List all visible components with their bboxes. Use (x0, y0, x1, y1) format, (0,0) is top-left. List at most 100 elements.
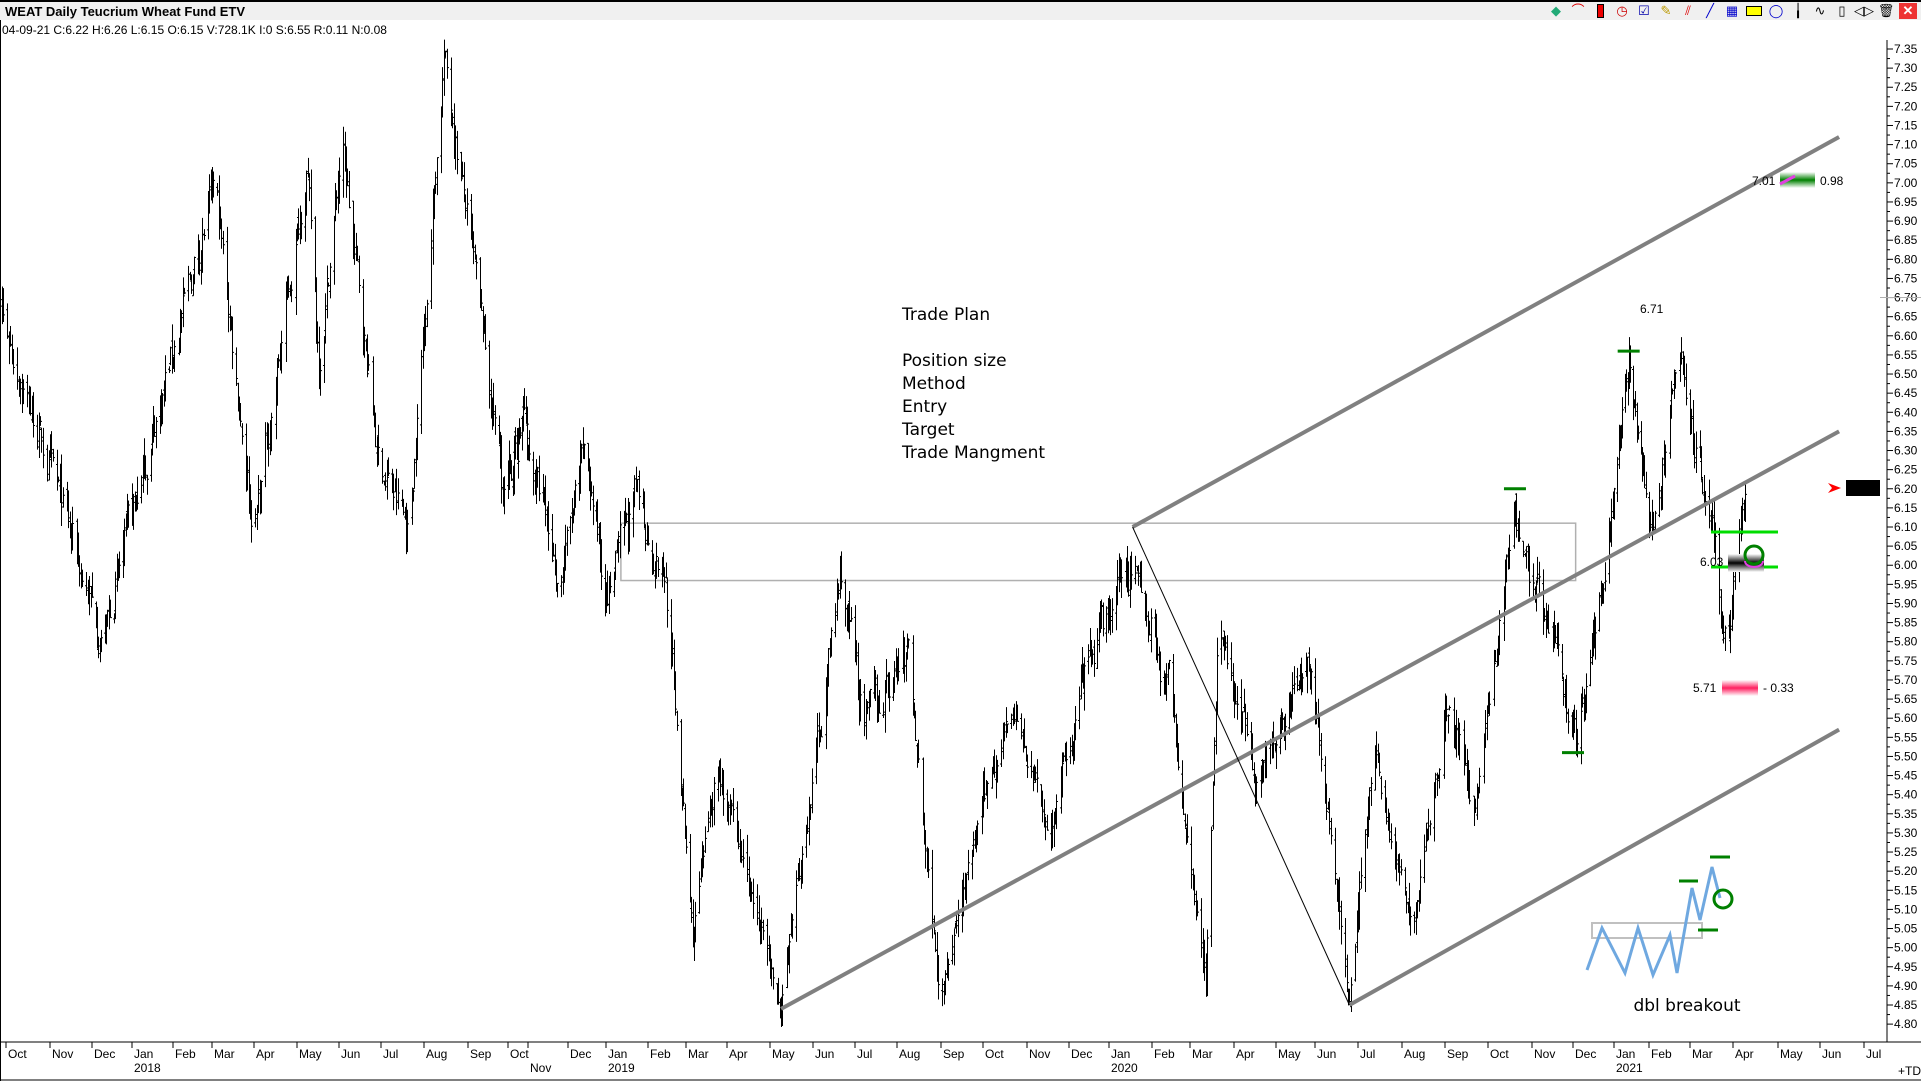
ohlc-bar (965, 873, 968, 904)
ohlc-bar (222, 230, 225, 255)
clock-icon[interactable]: ◷ (1616, 3, 1628, 18)
ohlc-bar (1370, 777, 1373, 807)
ohlc-bar (830, 627, 833, 657)
close-icon[interactable]: ✕ (1899, 3, 1917, 19)
ohlc-bar (1585, 673, 1588, 714)
ohlc-bar (1673, 369, 1676, 399)
split-icon[interactable]: ◁▷ (1854, 3, 1874, 18)
rectangle-icon[interactable] (1745, 3, 1763, 19)
ohlc-bar (1078, 686, 1081, 730)
ohlc-bar (1416, 899, 1419, 919)
ohlc-bar (1478, 767, 1481, 794)
time-tick-label: Jul (1866, 1047, 1881, 1061)
ohlc-bar (78, 555, 81, 587)
target-zone[interactable] (1780, 172, 1815, 188)
year-label: 2020 (1111, 1061, 1138, 1075)
price-tick-label: 5.40 (1894, 788, 1918, 802)
ohlc-bar (866, 700, 869, 715)
drawing-toolbar: ◆ ⌒ ◷ ☑ ✎ ⫽ ╱ ▦ ◯ ╽ ∿ ▯ ◁▷ 🗑 ✕ (1547, 3, 1917, 19)
ohlc-bar (363, 326, 366, 358)
trendline-icon[interactable]: ╱ (1706, 3, 1714, 18)
trendlines[interactable] (780, 135, 1841, 1011)
ohlc-bars (0, 39, 1747, 1027)
ohlc-bar (1598, 592, 1601, 632)
ohlc-bar (752, 878, 755, 919)
ohlc-bar (1654, 510, 1657, 531)
ohlc-bar (1213, 737, 1216, 786)
time-tick-label: Oct (510, 1047, 529, 1061)
grid-icon[interactable]: ▦ (1725, 3, 1739, 18)
fan-icon[interactable]: ◯ (1768, 3, 1784, 18)
ohlc-bar (475, 254, 478, 280)
ohlc-bar (1173, 693, 1176, 723)
ohlc-bar (106, 609, 109, 627)
ohlc-bar (384, 472, 387, 491)
ohlc-bar (569, 515, 572, 545)
ohlc-bar (484, 314, 487, 350)
ohlc-bar (367, 354, 370, 371)
time-tick-label: Nov (52, 1047, 73, 1061)
trendline-channel-lower[interactable] (1348, 727, 1841, 1007)
ohlc-bar (16, 347, 19, 390)
ohlc-bar (993, 749, 996, 778)
ohlc-bar (1182, 788, 1185, 815)
trendline-channel-middle[interactable] (780, 429, 1841, 1011)
ohlc-bar (1293, 666, 1296, 695)
ohlc-bar (450, 57, 453, 127)
ohlc-bar (386, 459, 389, 500)
ohlc-bar (1405, 890, 1408, 914)
ohlc-bar (1395, 841, 1398, 882)
ohlc-bar (1281, 712, 1284, 730)
ohlc-bar (1020, 713, 1023, 740)
ohlc-bar (1026, 754, 1029, 778)
ohlc-bar (42, 427, 45, 469)
pencil-icon[interactable]: ✎ (1660, 3, 1672, 18)
stop-loss-label: - 0.33 (1763, 681, 1794, 695)
ohlc-bar (1658, 483, 1661, 518)
ohlc-bar (1388, 812, 1391, 843)
parallel-lines-icon[interactable]: ⫽ (1685, 3, 1691, 18)
ohlc-bar (766, 918, 769, 966)
ohlc-bar (416, 404, 419, 461)
ohlc-bar (46, 444, 49, 482)
price-tick-label: 6.35 (1894, 424, 1918, 438)
arcs-icon[interactable]: ⌒ (1571, 3, 1585, 18)
ohlc-bar (614, 550, 617, 580)
time-tick-label: May (1278, 1047, 1301, 1061)
ohlc-bar (1468, 770, 1471, 805)
ohlc-bar (897, 648, 900, 682)
ohlc-bar (523, 388, 526, 411)
ohlc-bar (840, 551, 843, 590)
objects-icon[interactable]: ◆ (1551, 3, 1561, 18)
ohlc-bar (132, 493, 135, 530)
ohlc-bar (1413, 911, 1416, 934)
zigzag-icon[interactable]: ∿ (1814, 3, 1826, 18)
ohlc-bar (270, 412, 273, 452)
checklist-icon[interactable]: ☑ (1638, 3, 1650, 18)
ohlc-bar (1032, 766, 1035, 792)
trendline-thin[interactable] (1132, 526, 1350, 1006)
ohlc-bar (914, 710, 917, 742)
bar-icon[interactable]: ╽ (1794, 3, 1802, 18)
target-marker (1779, 174, 1796, 186)
trendline-channel-upper[interactable] (1131, 135, 1841, 529)
box-icon[interactable]: ▯ (1838, 3, 1846, 18)
target-gain-label: 0.98 (1820, 174, 1844, 188)
ohlc-bar (444, 50, 447, 58)
ohlc-bar (1627, 372, 1630, 406)
ohlc-bar (426, 299, 429, 328)
ohlc-bar (424, 306, 427, 347)
price-tick-label: 5.95 (1894, 577, 1918, 591)
trash-icon[interactable]: 🗑 (1877, 3, 1895, 18)
ohlc-bar (702, 845, 705, 869)
ohlc-bar (1385, 797, 1388, 825)
candle-icon[interactable] (1591, 3, 1609, 19)
price-tick-label: 5.00 (1894, 941, 1918, 955)
ohlc-bar (1398, 853, 1401, 886)
ohlc-bar (1005, 707, 1008, 738)
stop-zone[interactable] (1722, 680, 1758, 696)
price-axis[interactable]: 4.80 4.85 4.90 4.95 5.00 5.05 5.10 5.15 5.20 5.25… (1880, 42, 1921, 1031)
ohlc-bar (144, 455, 147, 481)
